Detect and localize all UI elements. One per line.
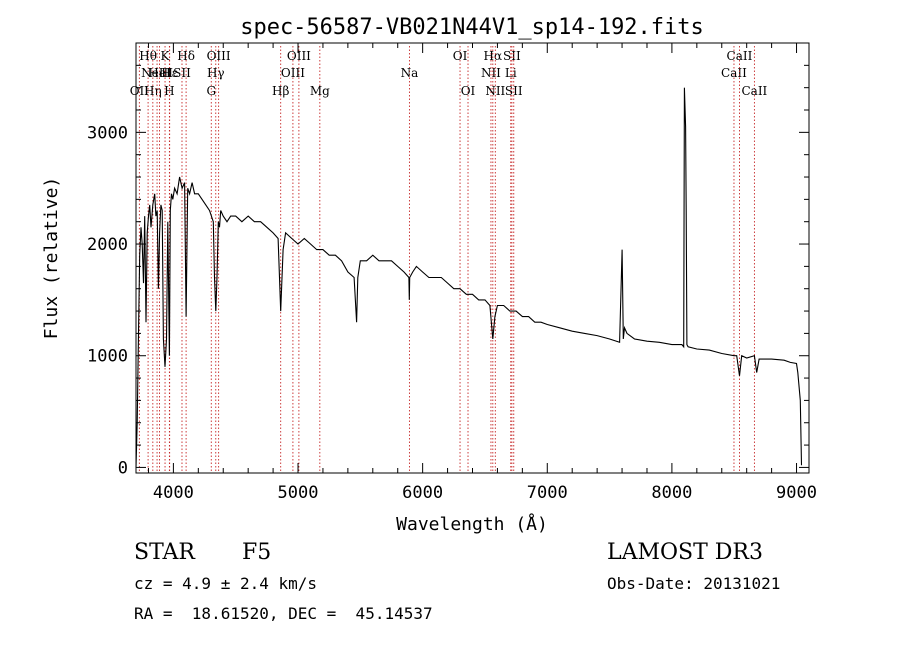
y-tick-label: 1000 xyxy=(87,347,128,367)
emission-line-markers: OIIHθHηNeIIIHeIKHHεSIIHδGHγOIIIHβOIIIOII… xyxy=(130,46,768,473)
line-label: OII xyxy=(130,84,150,98)
object-class: STAR xyxy=(134,540,195,565)
x-tick-label: 6000 xyxy=(402,483,443,503)
x-tick-label: 5000 xyxy=(278,483,319,503)
line-label: CaII xyxy=(727,49,753,63)
line-label: CaII xyxy=(721,66,747,80)
line-label: Li xyxy=(505,66,517,80)
line-label: OI xyxy=(453,49,468,63)
line-label: Hε xyxy=(161,66,178,80)
x-tick-label: 4000 xyxy=(153,483,194,503)
line-label: Na xyxy=(401,66,419,80)
y-axis-label: Flux (relative) xyxy=(41,177,62,340)
line-label: H xyxy=(164,84,174,98)
line-label: Hβ xyxy=(272,84,289,98)
line-label: K xyxy=(161,49,171,63)
plot-frame xyxy=(135,42,810,474)
object-subclass: F5 xyxy=(242,540,272,565)
line-label: CaII xyxy=(741,84,767,98)
line-label: NII xyxy=(481,66,501,80)
x-tick-label: 8000 xyxy=(651,483,692,503)
axis-ticks: 4000 5000 6000 7000 8000 9000 0 1000 2000 3000 xyxy=(87,43,817,503)
chart-title: spec-56587-VB021N44V1_sp14-192.fits xyxy=(240,15,704,40)
line-label: Mg xyxy=(310,84,330,98)
line-label: Hγ xyxy=(207,66,225,80)
line-label: G xyxy=(206,84,216,98)
line-label: Hδ xyxy=(177,49,195,63)
line-label: HeI xyxy=(148,66,171,80)
line-label: Hθ xyxy=(139,49,157,63)
coordinates: RA = 18.61520, DEC = 45.14537 xyxy=(134,604,433,623)
line-label: Hα xyxy=(484,49,503,63)
line-label: SII xyxy=(173,66,191,80)
spectrum-line xyxy=(135,87,803,468)
y-tick-label: 2000 xyxy=(87,235,128,255)
line-label: OIII xyxy=(281,66,305,80)
survey-name: LAMOST DR3 xyxy=(607,540,763,565)
line-label: OIII xyxy=(287,49,311,63)
line-label: NII xyxy=(485,84,505,98)
line-label: OIII xyxy=(207,49,231,63)
line-label: NeIII xyxy=(141,66,173,80)
y-tick-label: 3000 xyxy=(87,123,128,143)
line-label: Hη xyxy=(144,84,162,98)
line-label: SII xyxy=(505,84,523,98)
y-tick-label: 0 xyxy=(118,458,128,478)
x-tick-label: 7000 xyxy=(527,483,568,503)
x-tick-label: 9000 xyxy=(776,483,817,503)
x-axis-label: Wavelength (Å) xyxy=(396,513,548,535)
line-label: SII xyxy=(503,49,521,63)
redshift-velocity: cz = 4.9 ± 2.4 km/s xyxy=(134,574,318,593)
observation-date: Obs-Date: 20131021 xyxy=(607,574,781,593)
line-label: OI xyxy=(461,84,476,98)
